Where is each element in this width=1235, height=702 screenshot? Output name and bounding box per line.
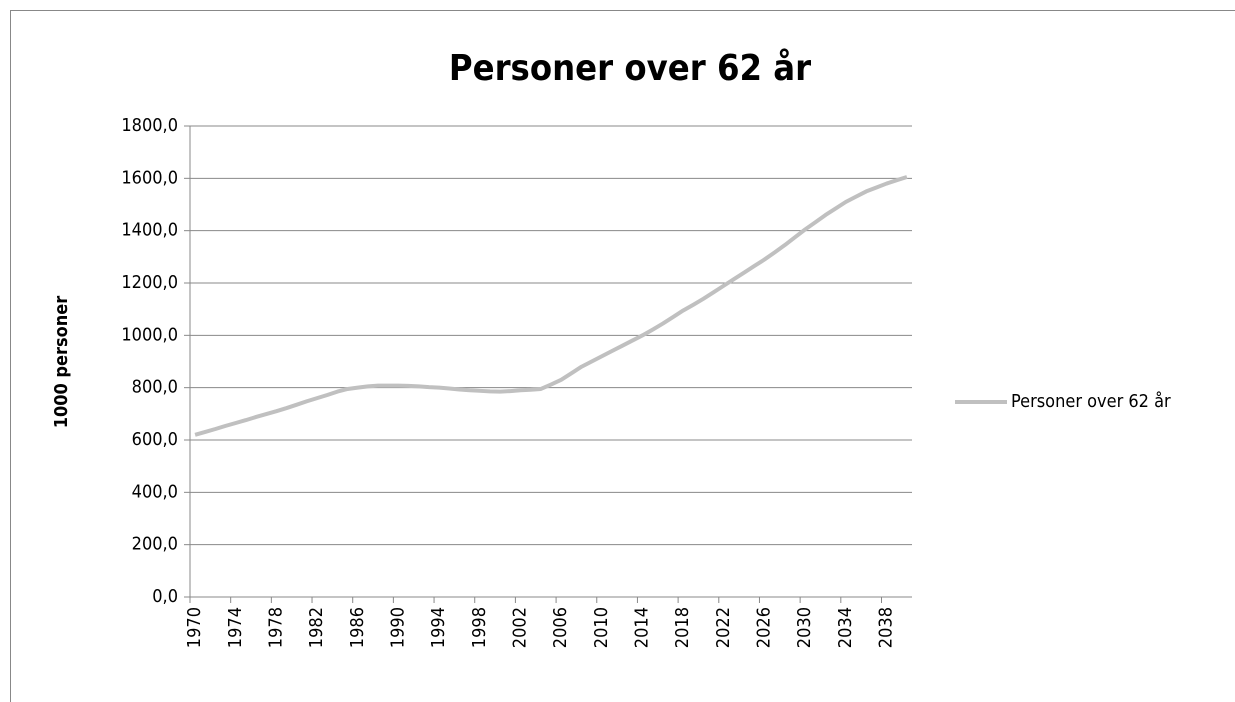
y-tick-label: 800,0	[132, 377, 178, 398]
y-tick-label: 1800,0	[121, 115, 178, 136]
y-tick-label: 600,0	[132, 429, 178, 450]
x-tick-label: 1990	[387, 607, 408, 648]
chart-title: Personer over 62 år	[449, 48, 811, 89]
x-tick-label: 2030	[794, 607, 815, 648]
x-tick-label: 1978	[265, 607, 286, 648]
y-tick-label: 1200,0	[121, 272, 178, 293]
chart-frame	[10, 10, 1235, 702]
y-tick-label: 0,0	[152, 586, 178, 607]
x-tick-label: 1998	[469, 607, 490, 648]
x-tick-label: 2026	[754, 607, 775, 648]
x-tick-label: 2006	[550, 607, 571, 648]
x-tick-label: 2018	[672, 607, 693, 648]
legend-label: Personer over 62 år	[1011, 391, 1171, 412]
x-tick-label: 1986	[347, 607, 368, 648]
y-tick-label: 1400,0	[121, 220, 178, 241]
x-tick-label: 1974	[225, 607, 246, 648]
y-axis-label: 1000 personer	[51, 296, 72, 429]
x-tick-label: 1982	[306, 607, 327, 648]
x-tick-label: 2022	[713, 607, 734, 648]
y-tick-label: 1600,0	[121, 167, 178, 188]
y-tick-label: 200,0	[132, 534, 178, 555]
x-tick-label: 2034	[835, 607, 856, 648]
line	[194, 175, 908, 437]
x-tick-label: 2038	[876, 607, 897, 648]
x-tick-label: 2010	[591, 607, 612, 648]
x-tick-label: 2002	[509, 607, 530, 648]
y-tick-label: 400,0	[132, 481, 178, 502]
y-tick-label: 1000,0	[121, 324, 178, 345]
x-tick-label: 1994	[428, 607, 449, 648]
x-tick-label: 1970	[184, 607, 205, 648]
x-tick-label: 2014	[632, 607, 653, 648]
